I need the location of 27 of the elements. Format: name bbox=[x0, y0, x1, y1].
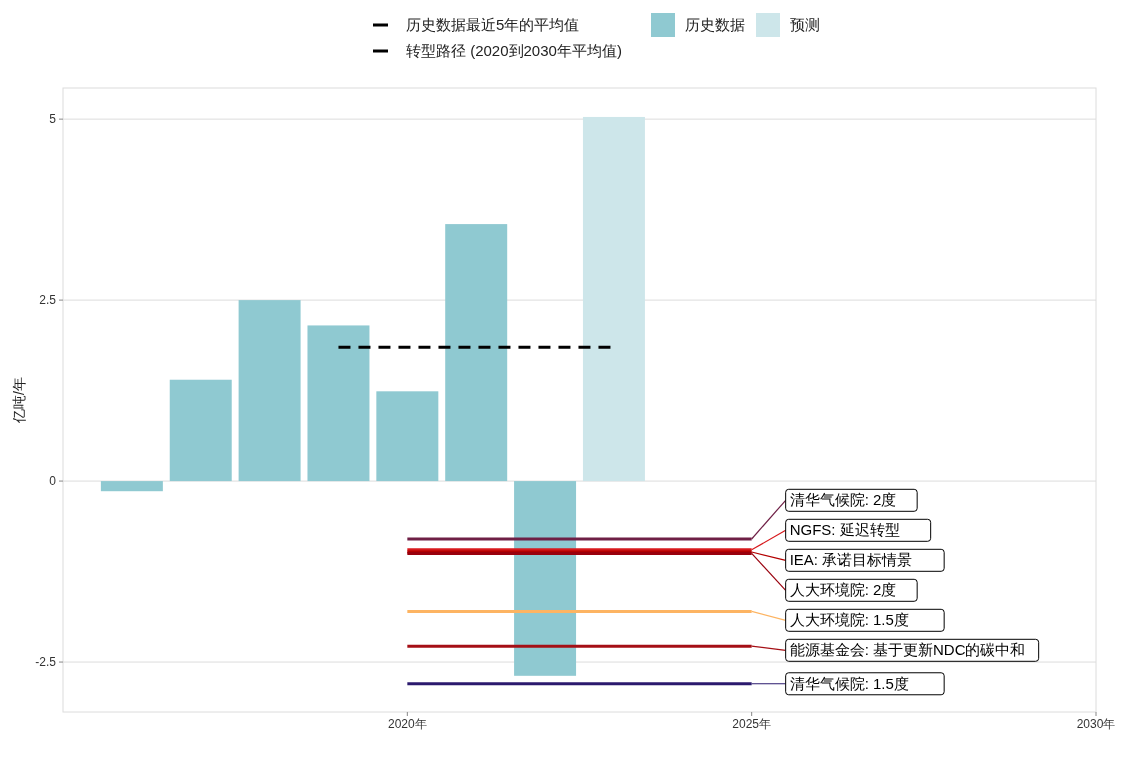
x-tick-label: 2030年 bbox=[1076, 717, 1116, 731]
legend-label: 历史数据最近5年的平均值 bbox=[406, 16, 580, 33]
x-tick-label: 2025年 bbox=[732, 717, 772, 731]
legend-label: 清华气候院: 1.5度 bbox=[789, 674, 909, 692]
legend-label: 预测 bbox=[790, 16, 820, 33]
legend-label: 历史数据 bbox=[685, 16, 745, 33]
y-tick-label: 0 bbox=[49, 474, 57, 489]
text: 清华气候院: 2度 bbox=[789, 491, 897, 509]
bar bbox=[582, 116, 645, 482]
legend-label: NGFS: 延迟转型 bbox=[789, 521, 900, 539]
y-tick-label: 2.5 bbox=[39, 293, 57, 308]
y-tick-label: -2.5 bbox=[35, 655, 57, 670]
bar bbox=[307, 325, 370, 482]
y-tick-label: 5 bbox=[49, 112, 57, 127]
bar bbox=[100, 481, 163, 492]
bar bbox=[445, 224, 508, 482]
bar bbox=[238, 300, 301, 482]
bar bbox=[376, 391, 439, 482]
legend-label: 能源基金会: 基于更新NDC的碳中和 bbox=[789, 641, 1026, 659]
legend-label: 人大环境院: 1.5度 bbox=[789, 611, 909, 629]
text: 人大环境院: 2度 bbox=[789, 581, 897, 599]
bar bbox=[514, 481, 577, 676]
bar bbox=[169, 379, 232, 482]
legend-label: IEA: 承诺目标情景 bbox=[789, 551, 913, 569]
y-axis-title: 亿吨/年 bbox=[11, 377, 27, 424]
x-tick-label: 2020年 bbox=[387, 717, 427, 731]
text: 转型路径 (2020到2030年平均值) bbox=[406, 42, 622, 59]
